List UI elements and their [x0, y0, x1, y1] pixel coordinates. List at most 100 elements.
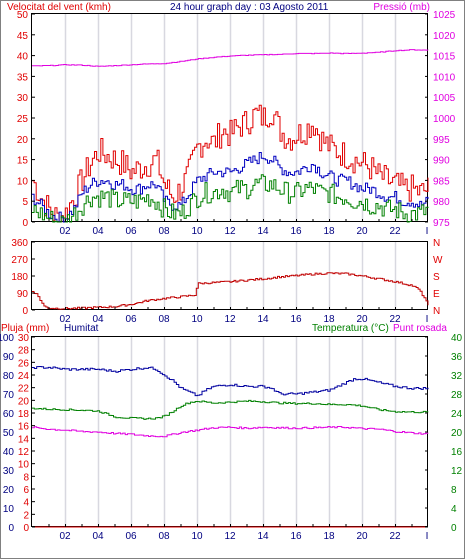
rain-y-tick-label: 4 — [23, 498, 29, 509]
wind-x-tick-label: 12 — [224, 226, 236, 237]
rain-y-tick-label: 2 — [23, 510, 29, 521]
direction-x-tick-label: 02 — [59, 314, 71, 325]
climate-x-tick-label: 16 — [290, 531, 302, 542]
temperature-y-tick-label: 32 — [451, 371, 463, 382]
climate-x-tick-label: 04 — [92, 531, 104, 542]
direction-y-tick-label: 270 — [11, 255, 28, 266]
wind-y-tick-label: 30 — [17, 93, 29, 104]
rain-y-tick-label: 16 — [18, 422, 30, 433]
humidity-axis-title: Humitat — [64, 323, 99, 334]
dewpoint-series-line — [32, 426, 429, 438]
temperature-y-tick-label: 4 — [451, 504, 457, 515]
rain-y-tick-label: 26 — [18, 358, 30, 369]
rain-y-tick-label: 12 — [18, 447, 30, 458]
temperature-y-tick-label: 24 — [451, 409, 463, 420]
chart-title: 24 hour graph day : 03 Agosto 2011 — [170, 2, 329, 13]
rain-y-tick-label: 6 — [23, 485, 29, 496]
wind-y-tick-label: 5 — [22, 197, 28, 208]
rain-axis-title: Pluja (mm) — [1, 323, 49, 334]
climate-panel-ticks: 02 04 06 08 10 12 14 16 18 20 22 I02468101214161820… — [0, 333, 463, 542]
pressure-y-tick-label: 1020 — [433, 31, 456, 42]
humidity-y-tick-label: 80 — [3, 371, 15, 382]
humidity-y-tick-label: 100 — [0, 333, 14, 344]
direction-y-tick-label: 0 — [22, 306, 28, 317]
pressure-axis-title: Pressió (mb) — [373, 2, 430, 13]
temperature-y-tick-label: 40 — [451, 333, 463, 344]
direction-x-tick-label: 06 — [125, 314, 137, 325]
direction-x-tick-label: 14 — [257, 314, 269, 325]
wind-panel-ticks: 02 04 06 08 10 12 14 16 18 20 22 I05101520253035404… — [17, 10, 456, 237]
dewpoint-axis-title: Punt rosada — [393, 323, 447, 334]
humidity-y-tick-label: 70 — [3, 390, 15, 401]
direction-x-end-marker: I — [426, 314, 429, 325]
temperature-y-tick-label: 28 — [451, 390, 463, 401]
gust-series-line — [32, 104, 429, 223]
rain-y-tick-label: 30 — [18, 333, 30, 344]
direction-x-tick-label: 16 — [290, 314, 302, 325]
wind-y-tick-label: 20 — [17, 135, 29, 146]
humidity-y-tick-label: 20 — [3, 485, 15, 496]
climate-x-tick-label: 22 — [389, 531, 401, 542]
rain-y-tick-label: 10 — [18, 460, 30, 471]
compass-label: W — [433, 255, 443, 266]
direction-y-tick-label: 180 — [11, 272, 28, 283]
direction-x-tick-label: 20 — [356, 314, 368, 325]
wind-x-end-marker: I — [426, 226, 429, 237]
climate-x-tick-label: 02 — [59, 531, 71, 542]
direction-panel-series — [32, 272, 429, 310]
direction-panel-frame — [31, 241, 428, 310]
wind-y-tick-label: 50 — [17, 10, 29, 21]
compass-label: N — [433, 238, 440, 249]
humidity-y-tick-label: 90 — [3, 352, 15, 363]
pressure-y-tick-label: 1015 — [433, 52, 456, 63]
temperature-y-tick-label: 8 — [451, 485, 457, 496]
wind-y-tick-label: 45 — [17, 31, 29, 42]
wind-x-tick-label: 22 — [389, 226, 401, 237]
temperature-y-tick-label: 20 — [451, 428, 463, 439]
climate-x-tick-label: 14 — [257, 531, 269, 542]
direction-y-tick-label: 360 — [11, 238, 28, 249]
humidity-series-line — [32, 366, 429, 397]
wind-axis-title: Velocitat del vent (kmh) — [7, 2, 111, 13]
temperature-y-tick-label: 12 — [451, 466, 463, 477]
wind-x-tick-label: 14 — [257, 226, 269, 237]
direction-series-line — [32, 272, 429, 310]
rain-y-tick-label: 0 — [23, 523, 29, 534]
wind-y-tick-label: 35 — [17, 72, 29, 83]
pressure-y-tick-label: 985 — [433, 176, 450, 187]
avg-series-line — [32, 174, 429, 223]
pressure-y-tick-label: 995 — [433, 135, 450, 146]
direction-x-tick-label: 18 — [323, 314, 335, 325]
humidity-y-tick-label: 40 — [3, 447, 15, 458]
direction-x-tick-label: 04 — [92, 314, 104, 325]
wind-x-tick-label: 02 — [59, 226, 71, 237]
wind-x-tick-label: 04 — [92, 226, 104, 237]
humidity-y-tick-label: 30 — [3, 466, 15, 477]
wind-x-tick-label: 06 — [125, 226, 137, 237]
direction-x-tick-label: 10 — [191, 314, 203, 325]
wind-panel-grid — [64, 14, 397, 222]
wind-x-tick-label: 16 — [290, 226, 302, 237]
direction-y-tick-label: 90 — [17, 289, 29, 300]
pressure-y-tick-label: 990 — [433, 156, 450, 167]
climate-x-tick-label: 08 — [158, 531, 170, 542]
pressure-y-tick-label: 1010 — [433, 72, 456, 83]
rain-y-tick-label: 14 — [18, 434, 30, 445]
climate-x-tick-label: 20 — [356, 531, 368, 542]
rain-y-tick-label: 8 — [23, 472, 29, 483]
wind-x-tick-label: 18 — [323, 226, 335, 237]
rain-y-tick-label: 22 — [18, 384, 30, 395]
rain-y-tick-label: 20 — [18, 396, 30, 407]
wind-y-tick-label: 0 — [22, 218, 28, 229]
climate-x-tick-label: 10 — [191, 531, 203, 542]
direction-x-tick-label: 12 — [224, 314, 236, 325]
temperature-axis-title: Temperatura (°C) — [312, 323, 389, 334]
climate-x-end-marker: I — [426, 531, 429, 542]
wind-panel-series — [32, 49, 429, 223]
direction-x-tick-label: 08 — [158, 314, 170, 325]
direction-x-tick-label: 22 — [389, 314, 401, 325]
climate-x-tick-label: 18 — [323, 531, 335, 542]
rain-y-tick-label: 18 — [18, 409, 30, 420]
pressure-y-tick-label: 1005 — [433, 93, 456, 104]
